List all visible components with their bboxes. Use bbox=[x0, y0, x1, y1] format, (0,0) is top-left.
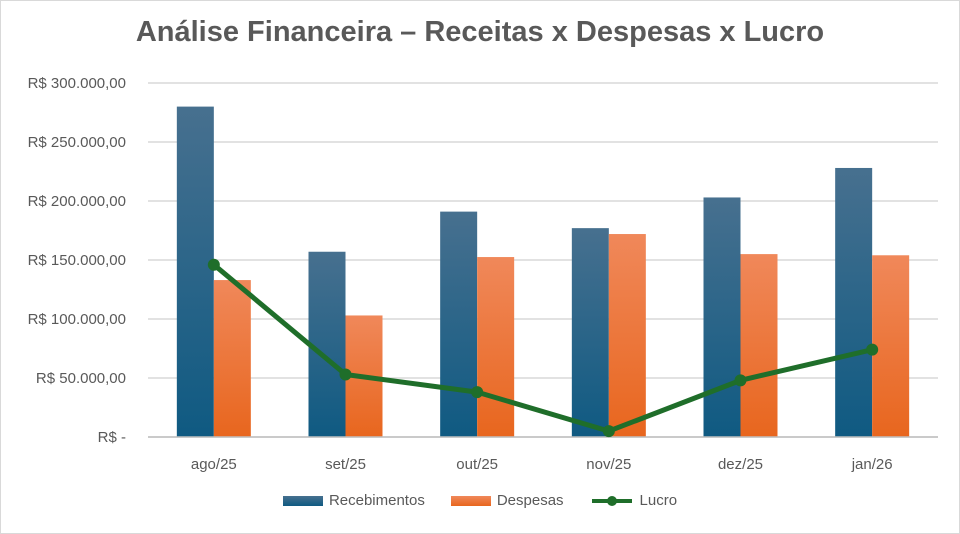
bar-recebimentos bbox=[308, 251, 346, 437]
bar-recebimentos bbox=[703, 197, 741, 437]
y-tick-label: R$ 300.000,00 bbox=[28, 75, 126, 92]
bar-recebimentos bbox=[176, 106, 214, 437]
point-lucro bbox=[734, 374, 747, 387]
legend-item-despesas: Despesas bbox=[450, 492, 564, 509]
legend: Recebimentos Despesas Lucro bbox=[0, 492, 960, 509]
point-lucro bbox=[471, 386, 484, 399]
bar-recebimentos bbox=[440, 211, 478, 437]
chart-title: Análise Financeira – Receitas x Despesas… bbox=[135, 16, 825, 48]
x-tick-label: set/25 bbox=[325, 456, 366, 473]
legend-swatch bbox=[450, 495, 491, 506]
y-tick-label: R$ 250.000,00 bbox=[28, 134, 126, 151]
bar-despesas bbox=[608, 234, 646, 437]
legend-swatch bbox=[282, 495, 323, 506]
x-tick-label: jan/26 bbox=[851, 456, 893, 473]
y-tick-label: R$ 100.000,00 bbox=[28, 311, 126, 328]
x-tick-label: nov/25 bbox=[586, 456, 631, 473]
legend-label: Lucro bbox=[639, 492, 678, 509]
x-tick-label: dez/25 bbox=[718, 456, 763, 473]
bar-despesas bbox=[213, 280, 251, 437]
bar-recebimentos bbox=[835, 167, 873, 437]
legend-item-lucro: Lucro bbox=[590, 492, 678, 509]
bar-recebimentos bbox=[571, 228, 609, 437]
point-lucro bbox=[866, 343, 879, 356]
x-tick-label: out/25 bbox=[456, 456, 498, 473]
bar-despesas bbox=[872, 255, 910, 437]
legend-label: Despesas bbox=[496, 492, 564, 509]
y-tick-label: R$ - bbox=[98, 429, 126, 446]
y-tick-label: R$ 200.000,00 bbox=[28, 193, 126, 210]
y-tick-label: R$ 150.000,00 bbox=[28, 252, 126, 269]
bar-despesas bbox=[477, 257, 515, 437]
legend-line-marker bbox=[591, 495, 632, 506]
legend-label: Recebimentos bbox=[328, 492, 425, 509]
y-tick-label: R$ 50.000,00 bbox=[36, 370, 126, 387]
point-lucro bbox=[207, 258, 220, 271]
point-lucro bbox=[602, 425, 615, 438]
legend-item-recebimentos: Recebimentos bbox=[282, 492, 425, 509]
point-lucro bbox=[339, 368, 352, 381]
bar-despesas bbox=[740, 254, 778, 437]
x-tick-label: ago/25 bbox=[191, 456, 237, 473]
line-lucro bbox=[212, 262, 873, 434]
